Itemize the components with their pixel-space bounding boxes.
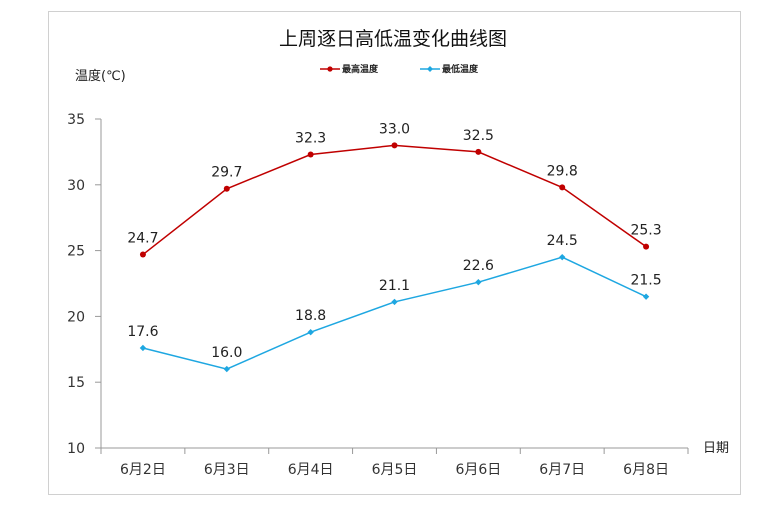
data-label: 18.8 xyxy=(295,308,326,324)
x-tick-label: 6月2日 xyxy=(120,462,166,478)
data-label: 22.6 xyxy=(463,258,494,274)
x-tick-label: 6月4日 xyxy=(288,462,334,478)
data-label: 32.5 xyxy=(463,128,494,144)
data-point xyxy=(559,253,566,261)
x-tick-label: 6月8日 xyxy=(623,462,669,478)
x-axis-title: 日期 xyxy=(703,441,729,456)
data-label: 21.5 xyxy=(630,273,661,289)
data-point xyxy=(642,293,650,300)
chart-frame xyxy=(48,11,741,495)
x-tick-label: 6月6日 xyxy=(455,462,501,478)
y-tick-label: 25 xyxy=(67,244,85,260)
y-tick-label: 10 xyxy=(67,441,85,457)
y-tick-label: 35 xyxy=(67,112,85,128)
y-tick-label: 30 xyxy=(67,178,85,194)
data-label: 33.0 xyxy=(379,121,410,137)
data-point xyxy=(139,251,146,258)
x-tick-label: 6月7日 xyxy=(539,462,585,478)
legend: 最高温度 最低温度 xyxy=(320,63,479,75)
data-point xyxy=(475,278,482,286)
data-point xyxy=(643,243,650,250)
data-point xyxy=(139,344,147,352)
data-point xyxy=(307,328,314,336)
data-label: 29.8 xyxy=(547,163,578,179)
data-point xyxy=(307,151,314,158)
y-tick-label: 15 xyxy=(67,375,85,391)
legend-marker xyxy=(327,66,333,72)
data-label: 21.1 xyxy=(379,278,410,294)
y-axis-title: 温度(℃) xyxy=(75,68,126,84)
data-label: 24.5 xyxy=(547,233,578,249)
legend-marker xyxy=(427,66,433,72)
series-1: 17.6 16.0 18.8 21.1 22.6 24.5 21.5 xyxy=(127,233,662,373)
data-label: 24.7 xyxy=(127,231,158,247)
x-tick-label: 6月5日 xyxy=(372,462,418,478)
series-0: 24.7 29.7 32.3 33.0 32.5 29.8 25.3 xyxy=(127,121,662,258)
legend-label: 最低温度 xyxy=(442,63,479,75)
x-tick-label: 6月3日 xyxy=(204,462,250,478)
data-label: 16.0 xyxy=(211,345,242,361)
axes: 10 15 20 25 30 35 6月2日 6月3日 6月4日 6月5日 6月6日 6月7日 6月8日 xyxy=(67,112,689,478)
y-tick-label: 20 xyxy=(67,309,85,325)
data-point xyxy=(223,365,230,373)
data-point xyxy=(391,142,398,149)
data-point xyxy=(223,185,230,192)
data-point xyxy=(559,184,566,191)
data-label: 25.3 xyxy=(630,223,661,239)
chart-title: 上周逐日高低温变化曲线图 xyxy=(279,28,507,50)
data-label: 29.7 xyxy=(211,165,242,181)
data-label: 17.6 xyxy=(127,324,158,340)
series-layer: 24.7 29.7 32.3 33.0 32.5 29.8 25.3 17.6 16.0 18.8… xyxy=(127,121,662,373)
legend-label: 最高温度 xyxy=(342,63,379,75)
data-label: 32.3 xyxy=(295,131,326,147)
data-point xyxy=(475,148,482,155)
data-point xyxy=(391,298,398,306)
